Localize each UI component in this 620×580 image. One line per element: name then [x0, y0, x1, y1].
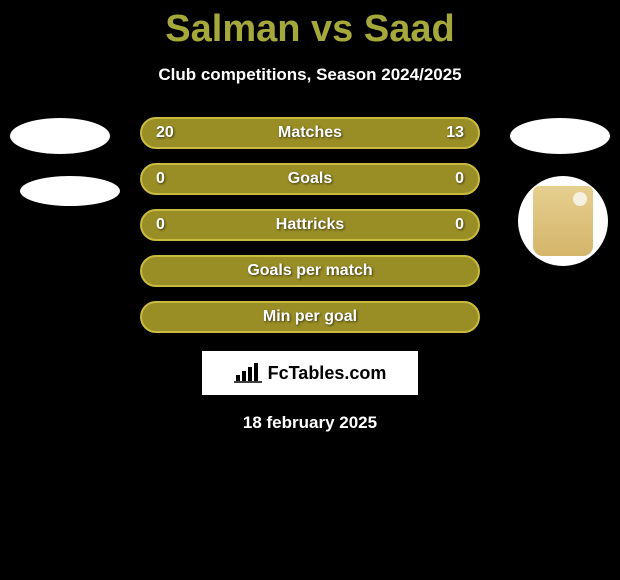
- bar-chart-icon: [234, 363, 262, 383]
- subtitle: Club competitions, Season 2024/2025: [0, 65, 620, 85]
- date-label: 18 february 2025: [0, 413, 620, 433]
- page-title: Salman vs Saad: [0, 0, 620, 51]
- stat-label: Matches: [278, 124, 342, 142]
- stat-label: Hattricks: [276, 216, 344, 234]
- stat-row-min-per-goal: Min per goal: [140, 301, 480, 333]
- stat-row-hattricks: 0 Hattricks 0: [140, 209, 480, 241]
- player-left-avatar-ellipse-2: [20, 176, 120, 206]
- player-right-avatar-ellipse: [510, 118, 610, 154]
- fctables-logo[interactable]: FcTables.com: [202, 351, 418, 395]
- stat-left-value: 0: [156, 216, 180, 234]
- trophy-icon: [533, 186, 593, 256]
- stat-right-value: 0: [440, 170, 464, 188]
- stat-left-value: 0: [156, 170, 180, 188]
- stat-row-goals: 0 Goals 0: [140, 163, 480, 195]
- stat-row-goals-per-match: Goals per match: [140, 255, 480, 287]
- fctables-logo-text: FcTables.com: [268, 363, 387, 384]
- stat-row-matches: 20 Matches 13: [140, 117, 480, 149]
- player-left-avatar-ellipse-1: [10, 118, 110, 154]
- stat-left-value: 20: [156, 124, 180, 142]
- stat-right-value: 13: [440, 124, 464, 142]
- stat-label: Min per goal: [263, 308, 357, 326]
- stat-label: Goals: [288, 170, 332, 188]
- stat-label: Goals per match: [247, 262, 372, 280]
- stat-right-value: 0: [440, 216, 464, 234]
- player-right-trophy-badge: [518, 176, 608, 266]
